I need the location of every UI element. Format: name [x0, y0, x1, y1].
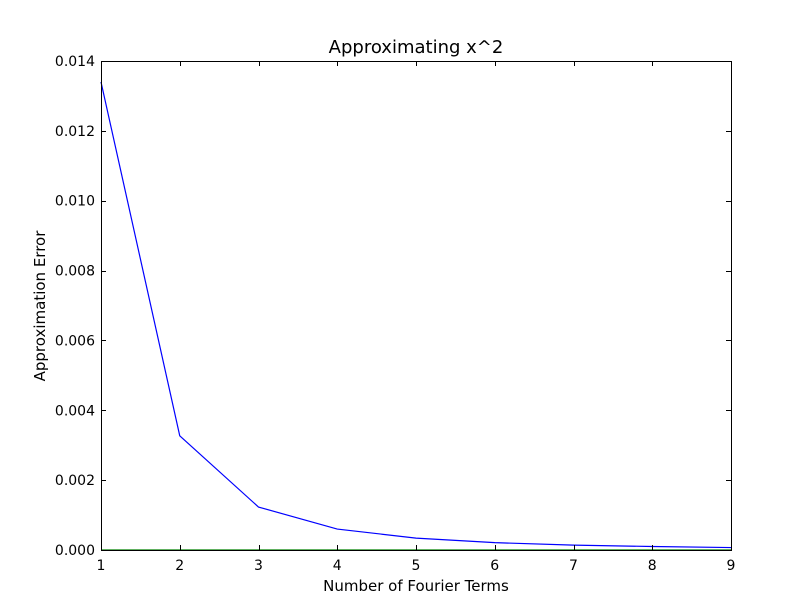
x-tick-label: 6 — [490, 558, 499, 574]
x-tick-label: 2 — [175, 558, 184, 574]
x-tick-label: 8 — [648, 558, 657, 574]
x-tick-label: 5 — [412, 558, 421, 574]
x-tick-label: 9 — [727, 558, 736, 574]
x-tick-label: 3 — [254, 558, 263, 574]
chart-title: Approximating x^2 — [329, 37, 504, 58]
y-tick-label: 0.004 — [55, 403, 95, 419]
y-tick-label: 0.008 — [55, 264, 95, 280]
y-tick-label: 0.006 — [55, 333, 95, 349]
y-tick-label: 0.010 — [55, 194, 95, 210]
plot-layer — [100, 81, 732, 551]
y-axis-label: Approximation Error — [31, 230, 49, 382]
y-tick-label: 0.002 — [55, 473, 95, 489]
x-tick-label: 1 — [97, 558, 106, 574]
x-tick-label: 7 — [569, 558, 578, 574]
plot-frame — [101, 61, 732, 551]
y-tick-label: 0.000 — [55, 543, 95, 559]
y-tick-label: 0.014 — [55, 54, 95, 70]
y-tick-label: 0.012 — [55, 124, 95, 140]
x-axis-label: Number of Fourier Terms — [323, 577, 509, 595]
series-line-1 — [100, 81, 732, 549]
tick-layer: 1 2 3 4 5 6 7 8 9 0.000 0.002 0.004 0.006 0.008 0.010 0… — [55, 54, 736, 574]
x-tick-label: 4 — [333, 558, 342, 574]
